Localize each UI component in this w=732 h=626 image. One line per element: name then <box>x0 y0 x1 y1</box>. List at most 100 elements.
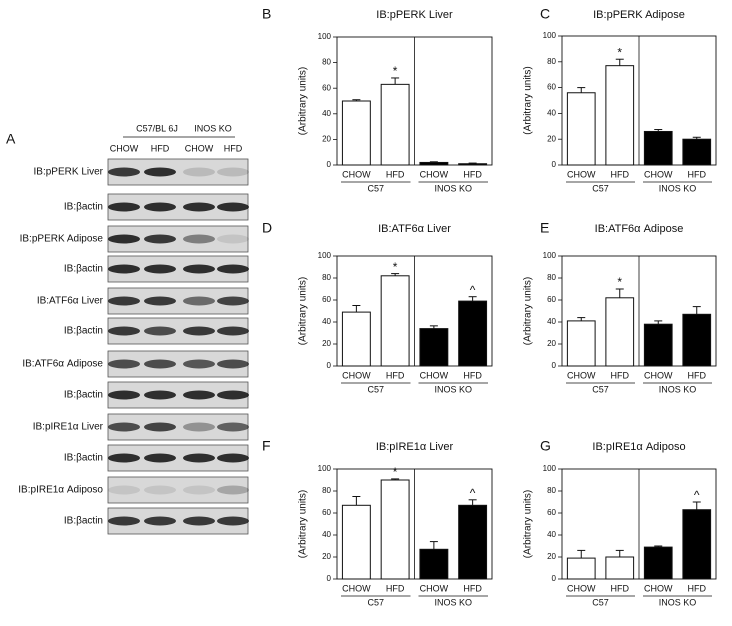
y-tick-label: 40 <box>322 530 331 539</box>
blot-label: IB:βactin <box>64 390 103 401</box>
y-axis-label: (Arbitrary units) <box>298 490 309 558</box>
blot-label: IB:βactin <box>64 453 103 464</box>
y-tick-label: 100 <box>318 32 332 41</box>
x-tick-label: HFD <box>386 583 405 593</box>
y-tick-label: 20 <box>547 339 556 348</box>
blot-band <box>217 390 249 400</box>
y-tick-label: 40 <box>547 109 556 118</box>
blot-band <box>183 485 215 495</box>
y-tick-label: 80 <box>322 486 331 495</box>
blot-band <box>108 390 140 400</box>
group-label: C57 <box>367 597 384 607</box>
blot-band <box>217 453 249 463</box>
y-tick-label: 0 <box>552 160 557 169</box>
bar <box>566 320 596 367</box>
y-axis-label: (Arbitrary units) <box>523 277 534 345</box>
blot-band <box>217 202 249 212</box>
y-tick-label: 0 <box>552 574 557 583</box>
lane-label: HFD <box>224 143 243 153</box>
blot-band <box>144 453 176 463</box>
blot-band <box>144 422 176 432</box>
group-label: INOS KO <box>434 384 472 394</box>
blot-band <box>217 422 249 432</box>
bar <box>682 138 712 166</box>
y-tick-label: 80 <box>322 273 331 282</box>
group-label: C57 <box>367 183 384 193</box>
blot-label: IB:pPERK Adipose <box>20 234 104 245</box>
blot-band <box>108 422 140 432</box>
bar <box>682 509 712 580</box>
y-tick-label: 60 <box>547 83 556 92</box>
blot-band <box>217 296 249 306</box>
y-tick-label: 100 <box>318 464 332 473</box>
group-label: C57 <box>592 183 609 193</box>
blot-band <box>108 485 140 495</box>
blot-label: IB:ATF6α Liver <box>37 296 104 307</box>
group-label: C57/BL 6J <box>136 123 178 133</box>
bar <box>566 557 596 580</box>
blot-band <box>144 264 176 274</box>
blot-band <box>108 453 140 463</box>
blot-band <box>108 234 140 244</box>
group-label: INOS KO <box>659 384 697 394</box>
chart-title: IB:pPERK Adipose <box>593 9 685 21</box>
x-tick-label: CHOW <box>420 370 449 380</box>
x-tick-label: CHOW <box>342 370 371 380</box>
bar <box>380 479 410 580</box>
y-tick-label: 20 <box>547 552 556 561</box>
blot-label: IB:ATF6α Adipose <box>22 359 103 370</box>
blot-band <box>183 359 215 369</box>
blot-band <box>108 516 140 526</box>
x-tick-label: CHOW <box>567 583 596 593</box>
x-tick-label: HFD <box>611 583 630 593</box>
blot-band <box>108 296 140 306</box>
x-tick-label: HFD <box>688 169 707 179</box>
blot-band <box>183 516 215 526</box>
x-tick-label: CHOW <box>342 583 371 593</box>
x-tick-label: HFD <box>611 169 630 179</box>
blot-band <box>217 167 249 177</box>
chart-title: IB:ATF6α Liver <box>378 223 451 235</box>
group-label: C57 <box>592 597 609 607</box>
y-tick-label: 60 <box>322 295 331 304</box>
y-tick-label: 60 <box>322 83 331 92</box>
blot-label: IB:pIRE1α Adiposo <box>18 485 103 496</box>
blot-band <box>144 326 176 336</box>
y-tick-label: 0 <box>327 361 332 370</box>
chart-title: IB:pIRE1α Liver <box>376 441 454 453</box>
blot-band <box>183 234 215 244</box>
y-tick-label: 40 <box>322 109 331 118</box>
blot-label: IB:βactin <box>64 202 103 213</box>
blot-band <box>144 202 176 212</box>
group-label: INOS KO <box>194 123 232 133</box>
x-tick-label: HFD <box>386 169 405 179</box>
bar <box>419 328 449 367</box>
blot-label: IB:βactin <box>64 264 103 275</box>
y-tick-label: 0 <box>327 160 332 169</box>
x-tick-label: CHOW <box>644 370 673 380</box>
y-tick-label: 20 <box>547 134 556 143</box>
y-tick-label: 20 <box>322 339 331 348</box>
blot-band <box>108 264 140 274</box>
x-tick-label: HFD <box>463 583 482 593</box>
y-tick-label: 100 <box>543 251 557 260</box>
x-tick-label: HFD <box>611 370 630 380</box>
x-tick-label: CHOW <box>342 169 371 179</box>
y-tick-label: 40 <box>322 317 331 326</box>
group-label: INOS KO <box>659 597 697 607</box>
panel-letter: B <box>262 6 271 22</box>
x-tick-label: HFD <box>688 370 707 380</box>
x-tick-label: HFD <box>463 169 482 179</box>
bar <box>380 83 410 166</box>
blot-band <box>108 326 140 336</box>
y-tick-label: 40 <box>547 530 556 539</box>
x-tick-label: HFD <box>688 583 707 593</box>
y-tick-label: 100 <box>318 251 332 260</box>
blot-band <box>108 167 140 177</box>
significance-mark: ^ <box>470 283 476 297</box>
significance-mark: * <box>393 260 398 274</box>
x-tick-label: CHOW <box>420 169 449 179</box>
panel-letter: A <box>6 131 16 147</box>
y-axis-label: (Arbitrary units) <box>523 66 534 134</box>
blot-band <box>108 359 140 369</box>
